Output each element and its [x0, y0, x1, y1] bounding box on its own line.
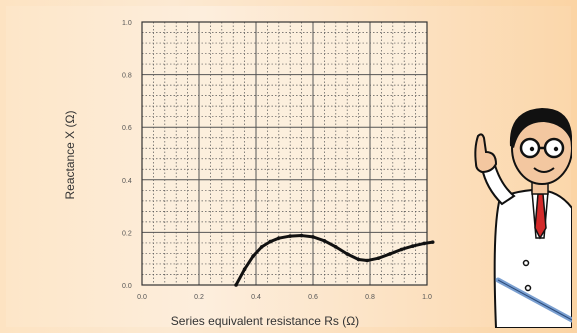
data-point [277, 236, 281, 240]
y-tick-label: 0.4 [122, 178, 132, 185]
data-point [311, 235, 315, 239]
data-point [365, 258, 369, 263]
y-tick-label: 0.8 [122, 73, 132, 80]
tick-labels: 0.0 0.2 0.4 0.6 0.8 1.0 0.0 0.2 0.4 0.6 0.8 1.0 [122, 20, 432, 301]
y-axis-label: Reactance X (Ω) [63, 110, 77, 200]
data-point [356, 257, 361, 262]
data-point [251, 254, 255, 258]
plot-area [142, 22, 427, 285]
x-tick-label: 0.0 [137, 294, 147, 301]
data-point [345, 252, 350, 256]
y-tick-label: 1.0 [122, 20, 132, 27]
grid [141, 21, 428, 286]
data-point [388, 252, 392, 256]
data-point [410, 244, 415, 248]
data-point [259, 245, 264, 249]
x-tick-label: 0.4 [251, 294, 261, 301]
data-point [399, 247, 404, 252]
y-tick-label: 0.0 [122, 283, 132, 290]
data-point [376, 256, 381, 260]
x-axis-label: Series equivalent resistance Rs (Ω) [170, 314, 360, 328]
x-tick-label: 0.6 [308, 294, 318, 301]
x-tick-label: 0.2 [194, 294, 204, 301]
plot-border [141, 21, 428, 286]
x-tick-label: 0.8 [365, 294, 375, 301]
data-point [422, 241, 426, 246]
y-tick-label: 0.2 [122, 230, 132, 237]
data-point [334, 245, 338, 249]
data-point [268, 239, 273, 244]
data-point [299, 233, 304, 238]
data-point [322, 239, 327, 243]
data-point [288, 234, 293, 238]
data-point [242, 267, 247, 272]
x-tick-label: 1.0 [422, 294, 432, 301]
data-point [430, 240, 435, 244]
data-point [234, 283, 238, 287]
scientist-pointing-icon [474, 108, 572, 328]
series-layer [234, 233, 435, 287]
y-tick-label: 0.6 [122, 125, 132, 132]
